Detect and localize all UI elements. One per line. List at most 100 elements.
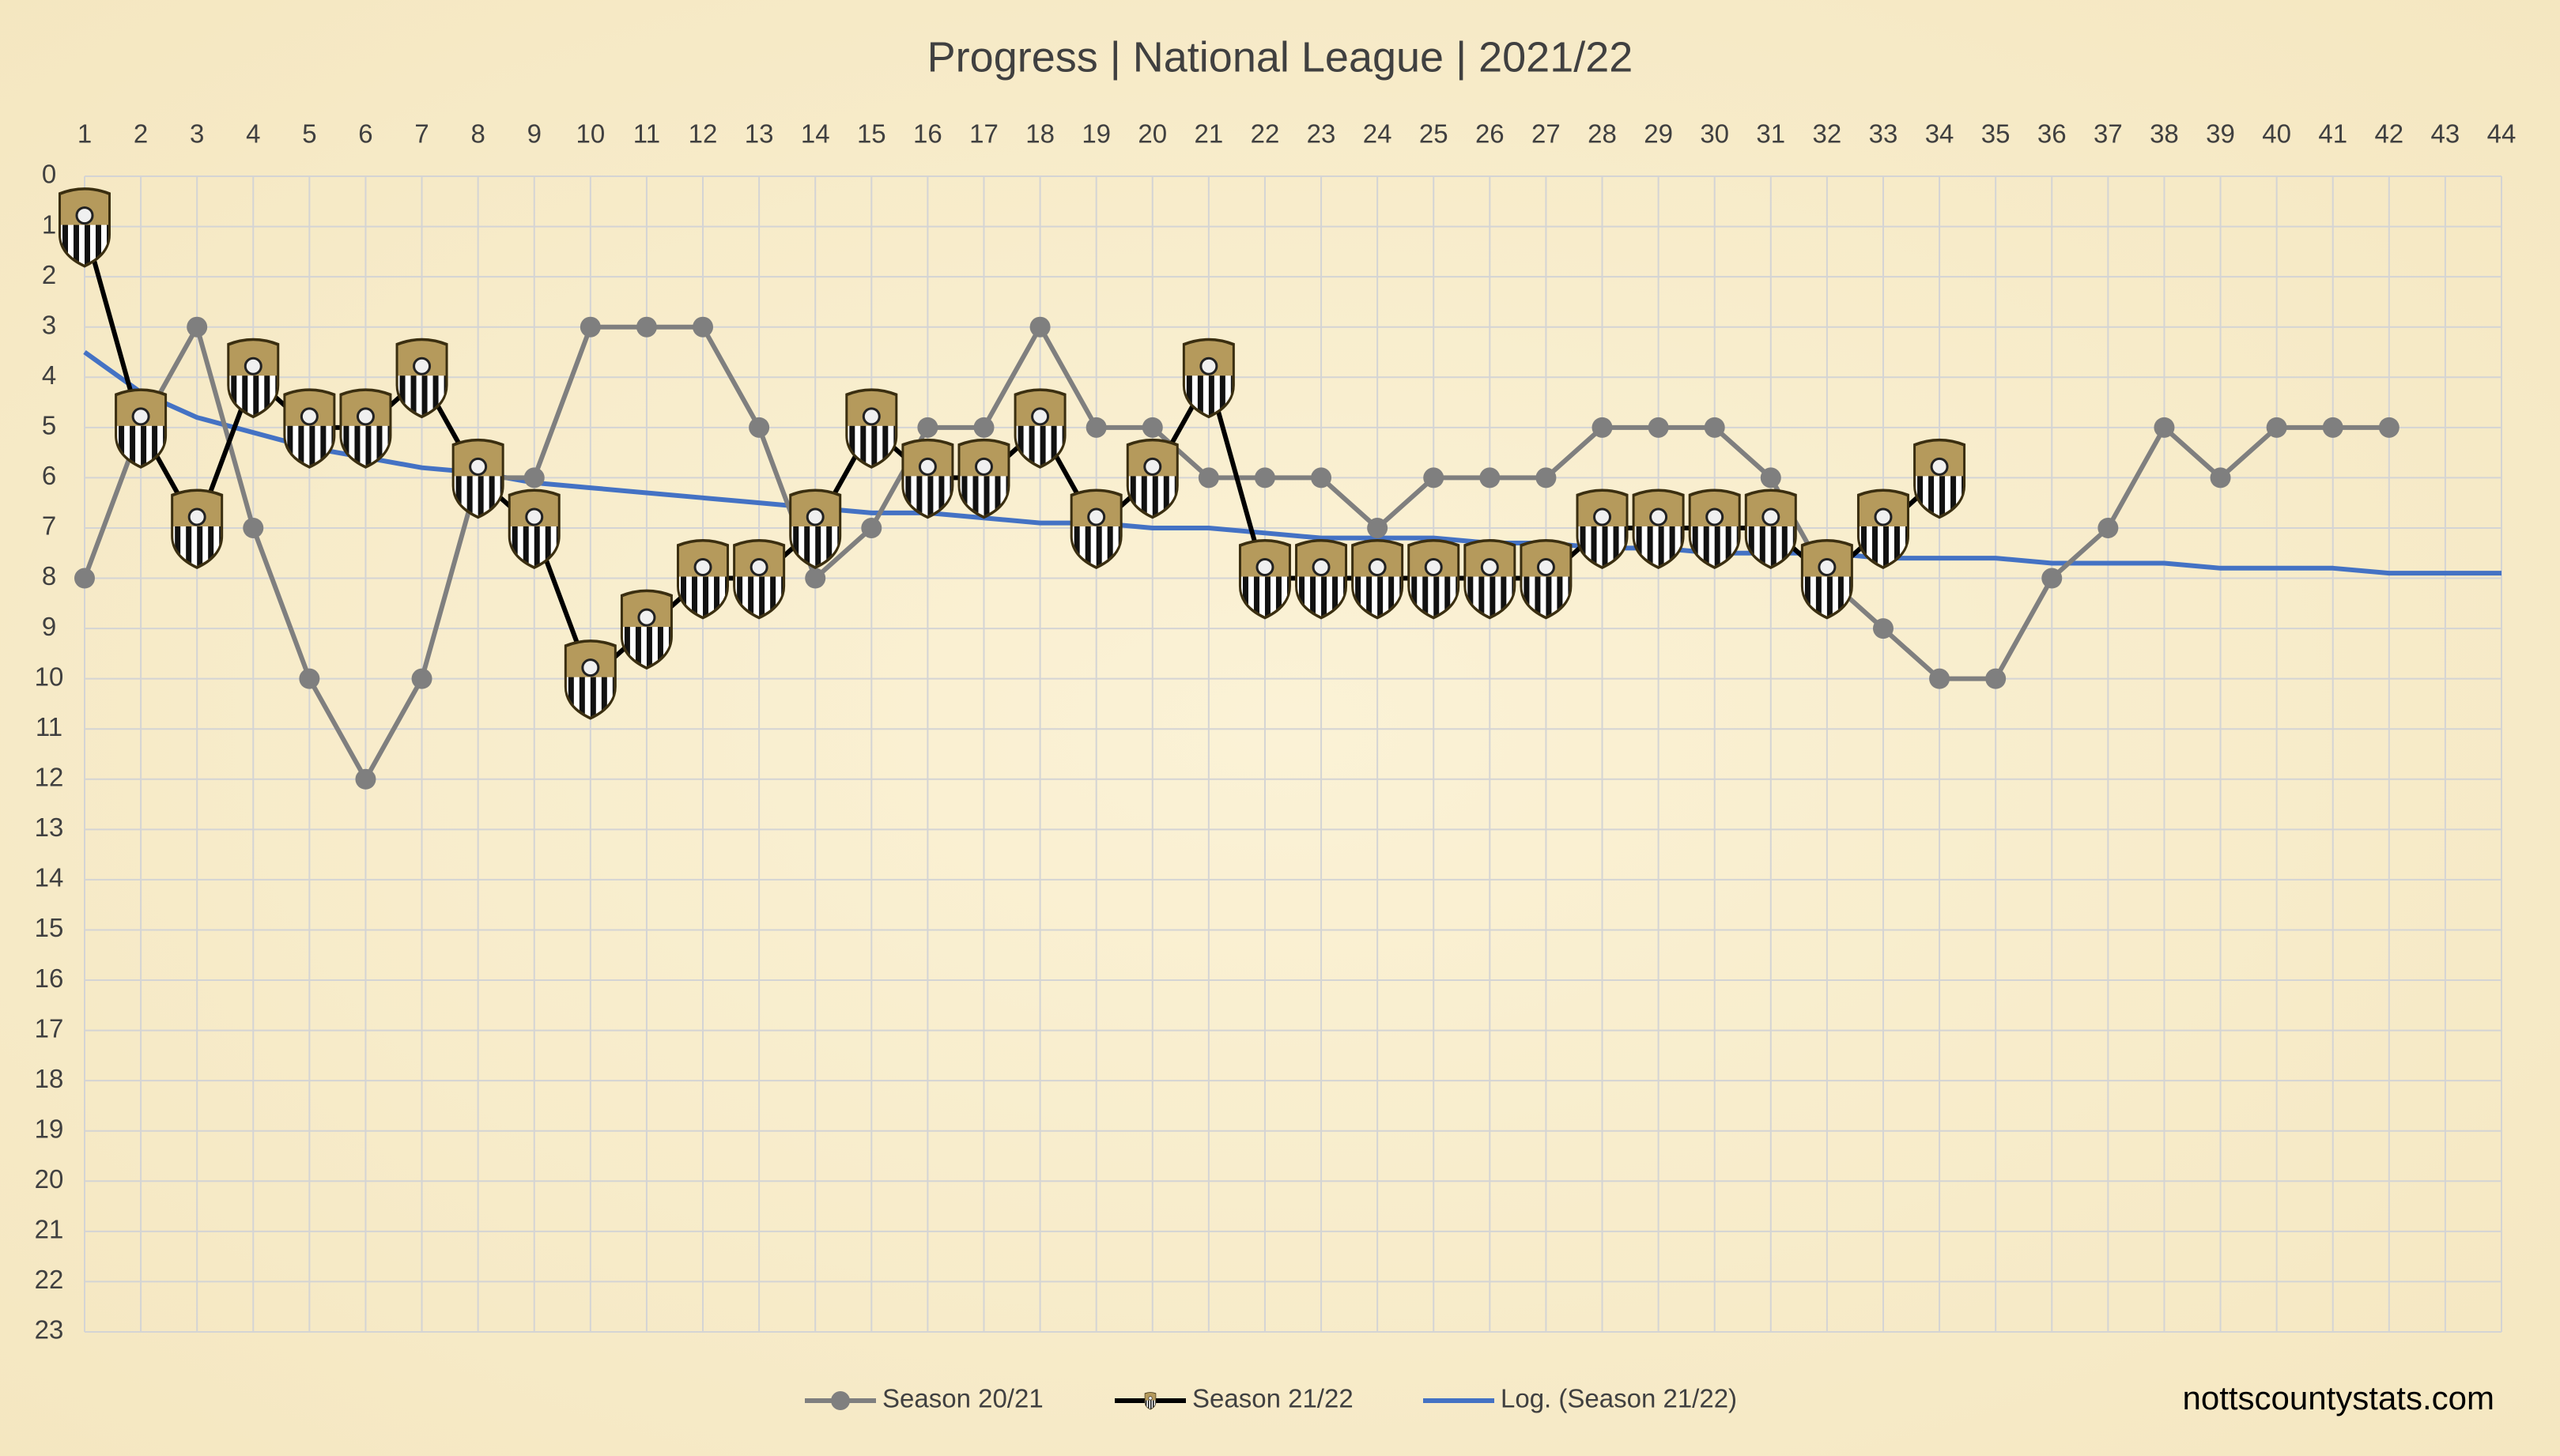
grid xyxy=(84,175,2502,1333)
point xyxy=(1760,467,1781,488)
x-tick-label: 32 xyxy=(1813,119,1842,149)
y-tick-label: 9 xyxy=(42,612,56,641)
x-tick-label: 33 xyxy=(1869,119,1898,149)
x-tick-label: 5 xyxy=(302,119,316,149)
badge-emblem xyxy=(1031,407,1050,426)
x-tick-label: 9 xyxy=(527,119,542,149)
badge-point xyxy=(508,488,561,569)
x-tick-label: 37 xyxy=(2094,119,2123,149)
point xyxy=(2322,417,2343,438)
x-tick-label: 23 xyxy=(1307,119,1336,149)
badge-emblem xyxy=(1087,507,1106,526)
point xyxy=(1985,668,2007,689)
x-tick-label: 44 xyxy=(2487,119,2517,149)
point xyxy=(749,417,770,438)
x-tick-label: 38 xyxy=(2150,119,2179,149)
y-tick-label: 8 xyxy=(42,561,56,590)
point xyxy=(861,517,882,538)
badge-emblem xyxy=(1255,558,1274,577)
x-tick-label: 36 xyxy=(2037,119,2067,149)
point xyxy=(973,417,995,438)
badge-emblem xyxy=(862,407,881,426)
x-tick-label: 10 xyxy=(576,119,605,149)
x-tick-label: 4 xyxy=(246,119,260,149)
watermark: nottscountystats.com xyxy=(2182,1379,2494,1416)
badge-emblem xyxy=(1312,558,1331,577)
badge-emblem xyxy=(131,407,150,426)
badge-point xyxy=(901,438,954,519)
point xyxy=(187,316,208,338)
badge-point xyxy=(395,338,448,419)
point xyxy=(2210,467,2231,488)
x-tick-label: 2 xyxy=(134,119,148,149)
x-tick-label: 13 xyxy=(745,119,774,149)
point xyxy=(2154,417,2175,438)
point xyxy=(1929,668,1950,689)
badge-point xyxy=(789,488,842,569)
point xyxy=(2266,417,2287,438)
y-tick-label: 4 xyxy=(42,360,56,390)
x-tick-label: 7 xyxy=(414,119,429,149)
x-tick-label: 34 xyxy=(1925,119,1954,149)
point xyxy=(1142,417,1163,438)
badge-point xyxy=(564,639,617,720)
x-tick-label: 28 xyxy=(1588,119,1617,149)
badge-emblem xyxy=(300,407,319,426)
legend-marker xyxy=(831,1391,850,1410)
badge-emblem xyxy=(1480,558,1499,577)
x-tick-label: 19 xyxy=(1082,119,1111,149)
x-tick-label: 40 xyxy=(2262,119,2291,149)
badge-point xyxy=(1913,438,1966,519)
chart-title: Progress | National League | 2021/22 xyxy=(927,33,1633,81)
badge-point xyxy=(115,388,168,469)
badge-point xyxy=(1182,338,1235,419)
badge-point xyxy=(1576,488,1629,569)
badge-point xyxy=(1238,539,1291,620)
badge-emblem xyxy=(413,356,432,375)
x-tick-label: 12 xyxy=(689,119,718,149)
x-tick-label: 43 xyxy=(2431,119,2460,149)
point xyxy=(411,668,432,689)
badge-point xyxy=(1744,488,1797,569)
badge-emblem xyxy=(1143,457,1162,476)
point xyxy=(523,467,545,488)
badge-point xyxy=(845,388,898,469)
x-tick-label: 29 xyxy=(1644,119,1673,149)
legend-label: Season 20/21 xyxy=(882,1384,1044,1413)
badge-point xyxy=(957,438,1010,519)
x-tick-label: 6 xyxy=(358,119,372,149)
legend-label: Log. (Season 21/22) xyxy=(1501,1384,1737,1413)
legend-marker xyxy=(1144,1392,1157,1410)
badge-emblem xyxy=(1536,558,1555,577)
badge-emblem xyxy=(1593,507,1612,526)
badge-emblem xyxy=(1368,558,1387,577)
badge-point xyxy=(1070,488,1123,569)
y-tick-label: 12 xyxy=(35,763,64,792)
x-tick-label: 26 xyxy=(1475,119,1505,149)
point xyxy=(1198,467,1219,488)
badge-emblem xyxy=(918,457,937,476)
point xyxy=(1254,467,1275,488)
point xyxy=(1479,467,1501,488)
x-tick-label: 8 xyxy=(470,119,485,149)
y-tick-label: 6 xyxy=(42,461,56,490)
y-tick-label: 10 xyxy=(35,662,64,691)
y-tick-label: 17 xyxy=(35,1013,64,1043)
point xyxy=(299,668,320,689)
y-tick-label: 20 xyxy=(35,1164,64,1194)
point xyxy=(243,517,264,538)
x-tick-label: 27 xyxy=(1531,119,1561,149)
badge-emblem xyxy=(1649,507,1668,526)
point xyxy=(1311,467,1332,488)
point xyxy=(805,568,826,589)
badge-emblem xyxy=(187,507,206,526)
point xyxy=(1704,417,1725,438)
x-tick-label: 18 xyxy=(1025,119,1055,149)
y-tick-label: 23 xyxy=(35,1315,64,1345)
badge-emblem xyxy=(1705,507,1724,526)
badge-emblem xyxy=(1199,356,1218,375)
x-tick-label: 20 xyxy=(1138,119,1167,149)
x-tick-label: 3 xyxy=(190,119,204,149)
